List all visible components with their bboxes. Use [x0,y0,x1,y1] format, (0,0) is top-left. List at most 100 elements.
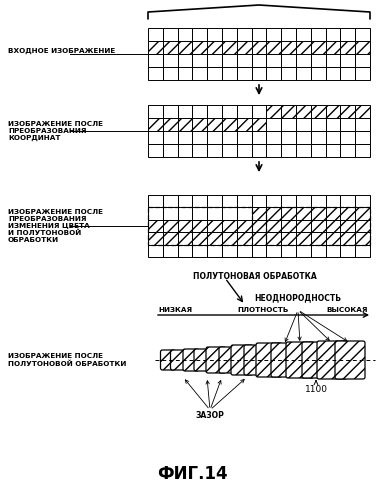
Bar [326,131,340,144]
Bar [163,41,177,54]
Bar [266,131,281,144]
Bar [148,131,163,144]
Bar [266,232,281,244]
Bar [207,208,222,220]
Text: ЗАЗОР: ЗАЗОР [196,411,224,420]
Bar [326,244,340,257]
Bar [311,195,326,207]
Bar [148,41,163,54]
Bar [252,54,266,67]
Bar [177,131,192,144]
Bar [266,28,281,41]
Bar [177,208,192,220]
Bar [177,28,192,41]
Bar [311,54,326,67]
Bar [296,220,311,232]
Bar [281,220,296,232]
Bar [163,208,177,220]
Bar [355,232,370,244]
Bar [148,208,163,220]
Bar [296,28,311,41]
Text: ИЗОБРАЖЕНИЕ ПОСЛЕ
ПРЕОБРАЗОВАНИЯ
КООРДИНАТ: ИЗОБРАЖЕНИЕ ПОСЛЕ ПРЕОБРАЗОВАНИЯ КООРДИН… [8,121,103,141]
Bar [326,208,340,220]
Bar [296,232,311,244]
Bar [237,118,252,131]
Text: 1100: 1100 [305,385,328,394]
Bar [148,28,163,41]
Bar [281,41,296,54]
Bar [281,195,296,207]
Bar [252,208,266,220]
Text: ВХОДНОЕ ИЗОБРАЖЕНИЕ: ВХОДНОЕ ИЗОБРАЖЕНИЕ [8,48,115,54]
Bar [266,195,281,207]
Bar [177,220,192,232]
Bar [296,244,311,257]
Bar [207,118,222,131]
Bar [266,54,281,67]
Bar [340,244,355,257]
Bar [340,232,355,244]
Bar [252,118,266,131]
Text: ВЫСОКАЯ: ВЫСОКАЯ [326,307,368,313]
Bar [340,118,355,131]
Bar [296,195,311,207]
Bar [281,28,296,41]
Text: ФИГ.14: ФИГ.14 [157,465,227,483]
Bar [222,67,237,80]
Bar [311,232,326,244]
Bar [177,41,192,54]
Bar [252,244,266,257]
Bar [192,244,207,257]
Bar [281,54,296,67]
FancyBboxPatch shape [317,341,347,379]
Bar [237,244,252,257]
Bar [340,131,355,144]
Bar [252,67,266,80]
FancyBboxPatch shape [231,345,253,375]
Bar [207,41,222,54]
Bar [222,244,237,257]
Bar [281,208,296,220]
Bar [148,144,163,157]
Bar [326,28,340,41]
Bar [355,54,370,67]
Bar [237,105,252,118]
Bar [266,118,281,131]
Bar [237,144,252,157]
Bar [266,67,281,80]
Bar [207,220,222,232]
FancyBboxPatch shape [302,342,330,378]
Bar [222,208,237,220]
Bar [207,232,222,244]
Bar [355,220,370,232]
Text: НИЗКАЯ: НИЗКАЯ [158,307,192,313]
Bar [163,244,177,257]
Bar [355,244,370,257]
Bar [237,208,252,220]
FancyBboxPatch shape [244,345,266,375]
Bar [252,232,266,244]
Bar [207,195,222,207]
Bar [311,131,326,144]
Bar [296,131,311,144]
Bar [222,28,237,41]
Bar [252,220,266,232]
Bar [207,131,222,144]
Bar [222,118,237,131]
Bar [177,67,192,80]
FancyBboxPatch shape [194,349,210,371]
Text: ИЗОБРАЖЕНИЕ ПОСЛЕ
ПОЛУТОНОВОЙ ОБРАБОТКИ: ИЗОБРАЖЕНИЕ ПОСЛЕ ПОЛУТОНОВОЙ ОБРАБОТКИ [8,353,126,367]
Text: ИЗОБРАЖЕНИЕ ПОСЛЕ
ПРЕОБРАЗОВАНИЯ
ИЗМЕНЕНИЯ ЦВЕТА
И ПОЛУТОНОВОЙ
ОБРАБОТКИ: ИЗОБРАЖЕНИЕ ПОСЛЕ ПРЕОБРАЗОВАНИЯ ИЗМЕНЕН… [8,208,103,244]
Bar [207,54,222,67]
Bar [222,232,237,244]
Bar [266,220,281,232]
Bar [311,144,326,157]
Bar [237,220,252,232]
Bar [177,244,192,257]
Bar [281,232,296,244]
Bar [222,195,237,207]
Bar [340,208,355,220]
Bar [237,232,252,244]
Bar [281,244,296,257]
Bar [163,144,177,157]
